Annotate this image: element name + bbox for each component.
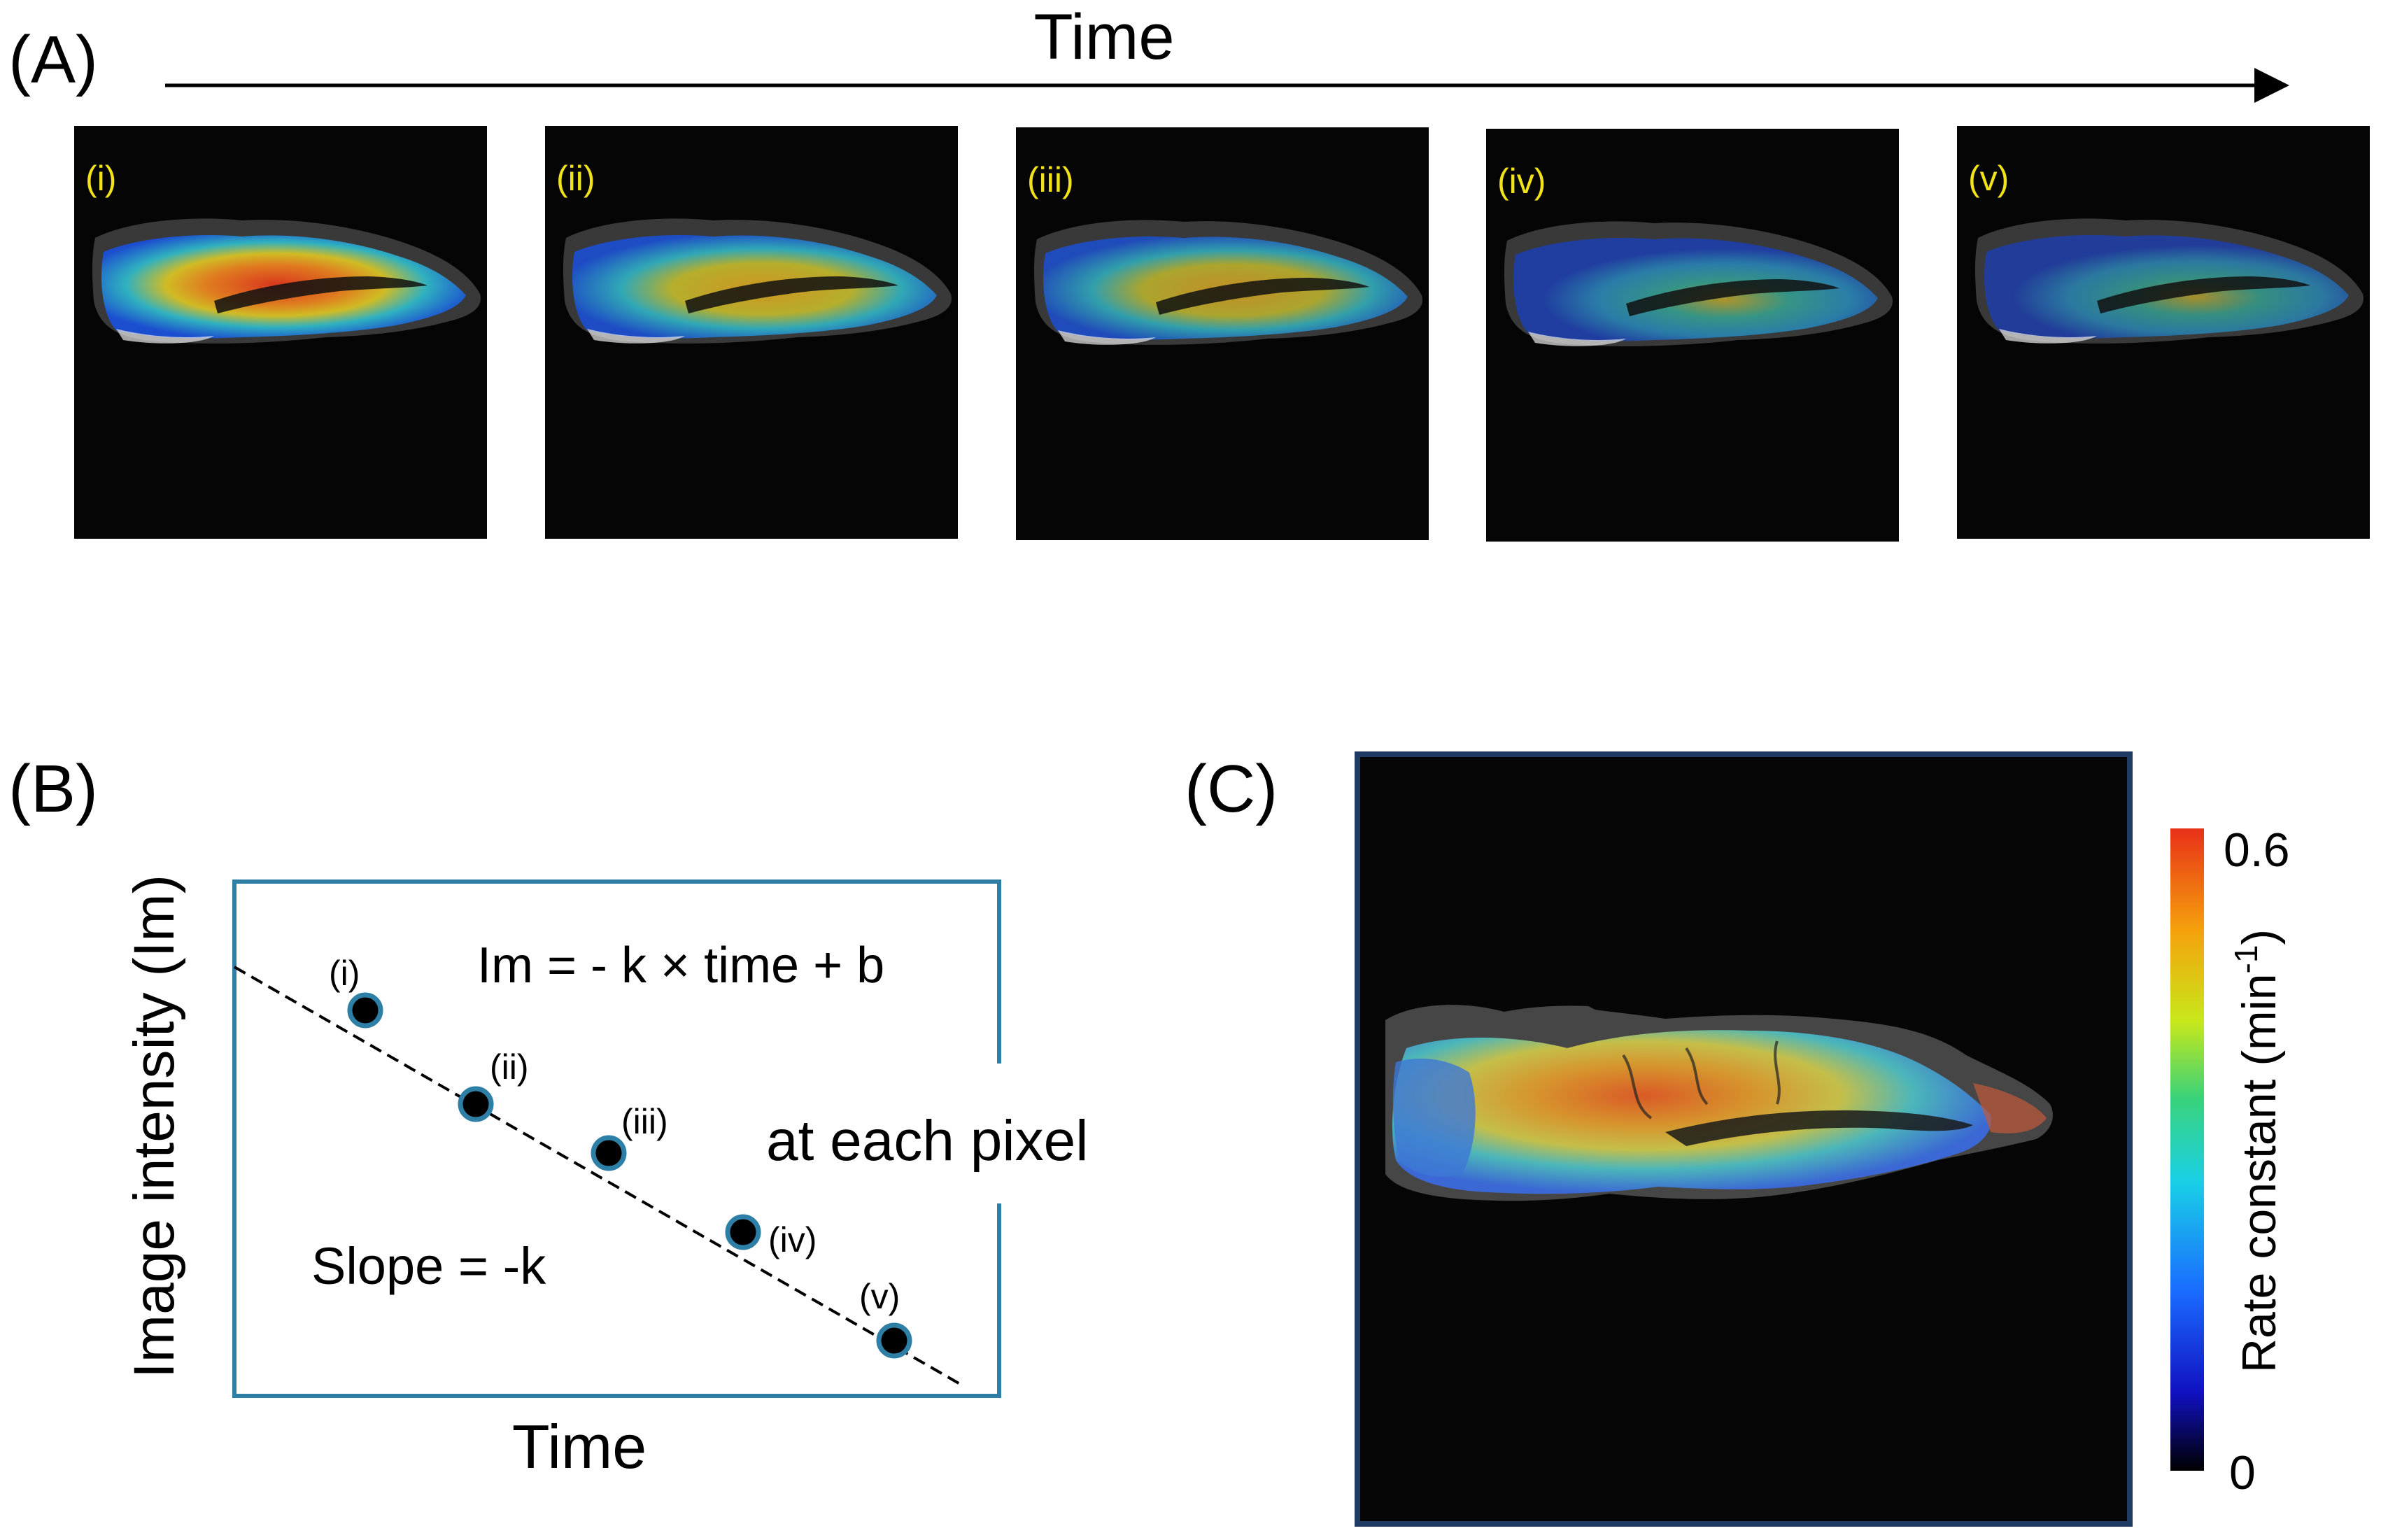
- colorbar-title: Rate constant (min-1): [2228, 929, 2286, 1373]
- mri-frame: (i): [74, 126, 487, 539]
- panel-b-letter: (B): [8, 751, 98, 826]
- ventricle: [2097, 276, 2310, 313]
- plot-frame: [232, 880, 1001, 1398]
- skull-base: [1058, 330, 1156, 345]
- ventricle: [1626, 279, 1839, 316]
- data-point: [347, 992, 383, 1029]
- ventricle: [685, 276, 898, 313]
- pixel-note: at each pixel: [766, 1109, 1088, 1173]
- skull-base: [116, 329, 214, 344]
- frame-label: (iii): [1027, 160, 1074, 199]
- mri-frame: (v): [1957, 126, 2370, 539]
- ventricle-dark: [1665, 1110, 1973, 1146]
- frame-label: (ii): [556, 159, 595, 198]
- data-point: [591, 1135, 627, 1171]
- cortex-heat: [1392, 1030, 1991, 1194]
- mri-frame-row: (i) (ii) (iii) (iv) (v): [74, 126, 2370, 542]
- slope-label: Slope = -k: [311, 1237, 546, 1295]
- equation-label: Im = - k × time + b: [477, 938, 884, 994]
- vessel-line: [1622, 1040, 1781, 1119]
- colorbar-title-close: ): [2233, 929, 2286, 945]
- mri-frame: (iv): [1486, 129, 1899, 542]
- frame-label: (i): [85, 159, 116, 198]
- mri-frame: (iii): [1016, 127, 1429, 540]
- colorbar: [2170, 828, 2204, 1471]
- frame-label: (iv): [1497, 162, 1546, 201]
- fit-plot: (i)(ii)(iii)(iv)(v) Im = - k × time + b …: [122, 875, 1088, 1481]
- data-point: [725, 1214, 761, 1250]
- y-axis-label: Image intensity (Im): [122, 875, 186, 1378]
- data-point: [458, 1086, 494, 1122]
- skull-base: [1999, 329, 2097, 344]
- mri-frame: (ii): [545, 126, 958, 539]
- colorbar-min-label: 0: [2229, 1446, 2256, 1499]
- frame-label: (v): [1968, 159, 2009, 198]
- colorbar-title-main: Rate constant (min: [2233, 973, 2286, 1373]
- data-point-label: (iii): [621, 1102, 668, 1141]
- map-brain: [1385, 1005, 2053, 1201]
- cerebellum-blue: [1392, 1059, 1476, 1177]
- data-point-label: (ii): [490, 1047, 529, 1087]
- skull-base: [1528, 332, 1626, 346]
- panel-c-letter: (C): [1185, 751, 1278, 826]
- ventricle: [1156, 278, 1369, 315]
- data-point-label: (v): [859, 1277, 900, 1316]
- plot-frame-gap: [992, 1064, 1009, 1203]
- colorbar-title-sup: -1: [2228, 945, 2264, 974]
- data-point: [876, 1322, 912, 1359]
- fit-line: [234, 966, 961, 1385]
- panel-a-letter: (A): [8, 22, 98, 97]
- skull-base: [587, 329, 685, 344]
- data-points: (i) (ii) (iii) (iv) (v): [329, 954, 912, 1359]
- rate-constant-map: 0.6 0 Rate constant (min-1): [1355, 751, 2290, 1527]
- colorbar-max-label: 0.6: [2224, 824, 2290, 877]
- data-point-label: (iv): [768, 1220, 817, 1259]
- olfactory-tip: [1973, 1083, 2047, 1133]
- panel-a-time-label: Time: [1033, 1, 1174, 73]
- data-point-label: (i): [329, 954, 360, 993]
- ventricle: [214, 276, 428, 313]
- x-axis-label: Time: [512, 1412, 647, 1481]
